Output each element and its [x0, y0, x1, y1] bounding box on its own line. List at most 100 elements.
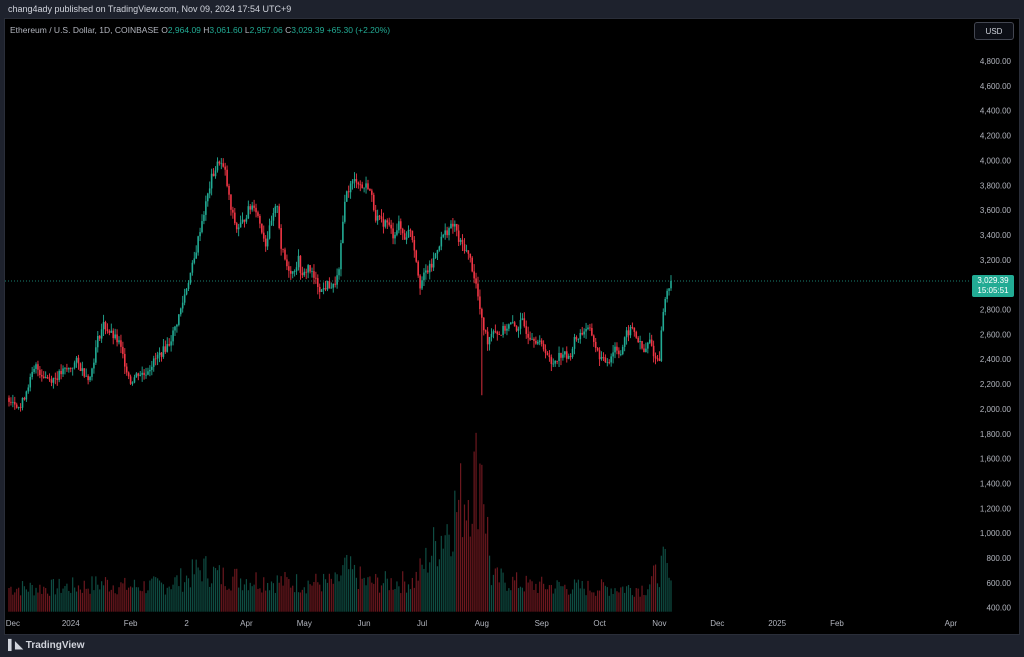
- volume-bar: [637, 588, 639, 612]
- volume-bar: [12, 594, 14, 612]
- candle-body: [361, 184, 363, 189]
- candle-body: [106, 329, 109, 332]
- candle-body: [120, 340, 122, 347]
- currency-button[interactable]: USD: [974, 22, 1014, 40]
- candle-body: [569, 355, 572, 357]
- volume-bar: [56, 588, 58, 612]
- volume-bar: [29, 582, 31, 612]
- candle-body: [75, 357, 78, 363]
- candle-body: [531, 338, 533, 340]
- candle-body: [523, 318, 526, 327]
- candle-body: [297, 255, 300, 268]
- candle-body: [511, 322, 514, 324]
- volume-bar: [506, 590, 508, 612]
- volume-bar: [371, 582, 373, 612]
- volume-bar: [433, 527, 435, 612]
- chart-frame[interactable]: 4,800.00 4,600.00 4,400.00 4,200.00 4,000.00…: [4, 18, 1020, 635]
- volume-bar: [423, 568, 425, 612]
- volume-bar: [112, 585, 114, 612]
- candle-body: [403, 233, 406, 240]
- candle-body: [234, 212, 236, 224]
- volume-bar: [101, 581, 103, 612]
- candle-body: [261, 223, 263, 233]
- candle-body: [461, 239, 464, 245]
- volume-bar: [564, 584, 566, 612]
- candle-body: [193, 258, 196, 263]
- y-tick-label: 2,000.00: [980, 405, 1012, 414]
- volume-bar: [184, 582, 186, 612]
- volume-bar: [556, 580, 558, 612]
- candle-body: [124, 353, 126, 367]
- candle-body: [573, 337, 576, 349]
- volume-bar: [417, 580, 419, 612]
- candle-body: [459, 239, 462, 242]
- candle-body: [85, 375, 87, 377]
- volume-bar: [282, 585, 284, 612]
- volume-bar: [664, 548, 666, 612]
- candle-body: [639, 341, 641, 343]
- volume-bar: [33, 595, 35, 612]
- candle-body: [604, 357, 607, 363]
- candle-body: [411, 230, 414, 240]
- volume-bar: [419, 558, 421, 612]
- volume-bar: [624, 592, 626, 612]
- candle-body: [482, 317, 485, 331]
- volume-bar: [120, 582, 122, 612]
- volume-bar: [14, 592, 16, 612]
- volume-bar: [212, 566, 215, 612]
- candle-body: [288, 266, 290, 271]
- volume-bar: [126, 589, 128, 612]
- volume-bar: [93, 590, 95, 612]
- y-tick-label: 2,400.00: [980, 355, 1012, 364]
- volume-bar: [469, 536, 471, 612]
- candle-body: [515, 326, 518, 331]
- high-label: H: [203, 25, 210, 35]
- volume-bar: [311, 585, 313, 612]
- volume-bar: [257, 588, 259, 612]
- volume-bar: [498, 582, 500, 612]
- candle-body: [168, 344, 170, 346]
- volume-bar: [641, 585, 643, 612]
- volume-bar: [41, 593, 43, 612]
- price-chart[interactable]: 4,800.00 4,600.00 4,400.00 4,200.00 4,000.00…: [5, 19, 1019, 634]
- candle-body: [116, 334, 118, 343]
- candle-body: [305, 271, 308, 273]
- volume-bar: [276, 575, 278, 612]
- candle-body: [542, 343, 545, 350]
- candle-body: [42, 376, 45, 378]
- candle-body: [176, 324, 178, 327]
- x-tick-label: Aug: [475, 619, 489, 628]
- candle-body: [583, 331, 585, 335]
- publisher-text: chang4ady published on TradingView.com, …: [8, 4, 292, 14]
- volume-bar: [278, 582, 280, 612]
- candle-body: [214, 170, 217, 177]
- volume-bar: [77, 585, 80, 612]
- volume-bar: [255, 572, 257, 612]
- volume-bar: [251, 586, 253, 612]
- candle-body: [68, 368, 70, 370]
- volume-bar: [114, 593, 116, 612]
- volume-bar: [214, 568, 217, 612]
- tradingview-brand[interactable]: ▌◣ TradingView: [8, 640, 85, 651]
- x-tick-label: May: [297, 619, 312, 628]
- volume-bar: [537, 592, 539, 612]
- volume-bar: [614, 588, 616, 612]
- volume-bar: [629, 587, 632, 612]
- volume-bar: [265, 590, 267, 612]
- volume-bar: [616, 591, 618, 612]
- candle-body: [602, 357, 605, 358]
- candle-body: [506, 328, 508, 331]
- volume-bar: [45, 588, 47, 612]
- candle-body: [623, 337, 626, 347]
- candle-body: [183, 294, 186, 303]
- volume-bar: [407, 584, 410, 612]
- candle-body: [419, 275, 421, 289]
- candle-body: [581, 332, 584, 335]
- volume-bar: [543, 583, 545, 612]
- candle-body: [558, 352, 560, 361]
- candle-body: [315, 277, 317, 279]
- volume-bar: [554, 588, 556, 612]
- candle-body: [388, 222, 391, 225]
- candle-body: [401, 228, 404, 234]
- volume-bar: [197, 567, 199, 612]
